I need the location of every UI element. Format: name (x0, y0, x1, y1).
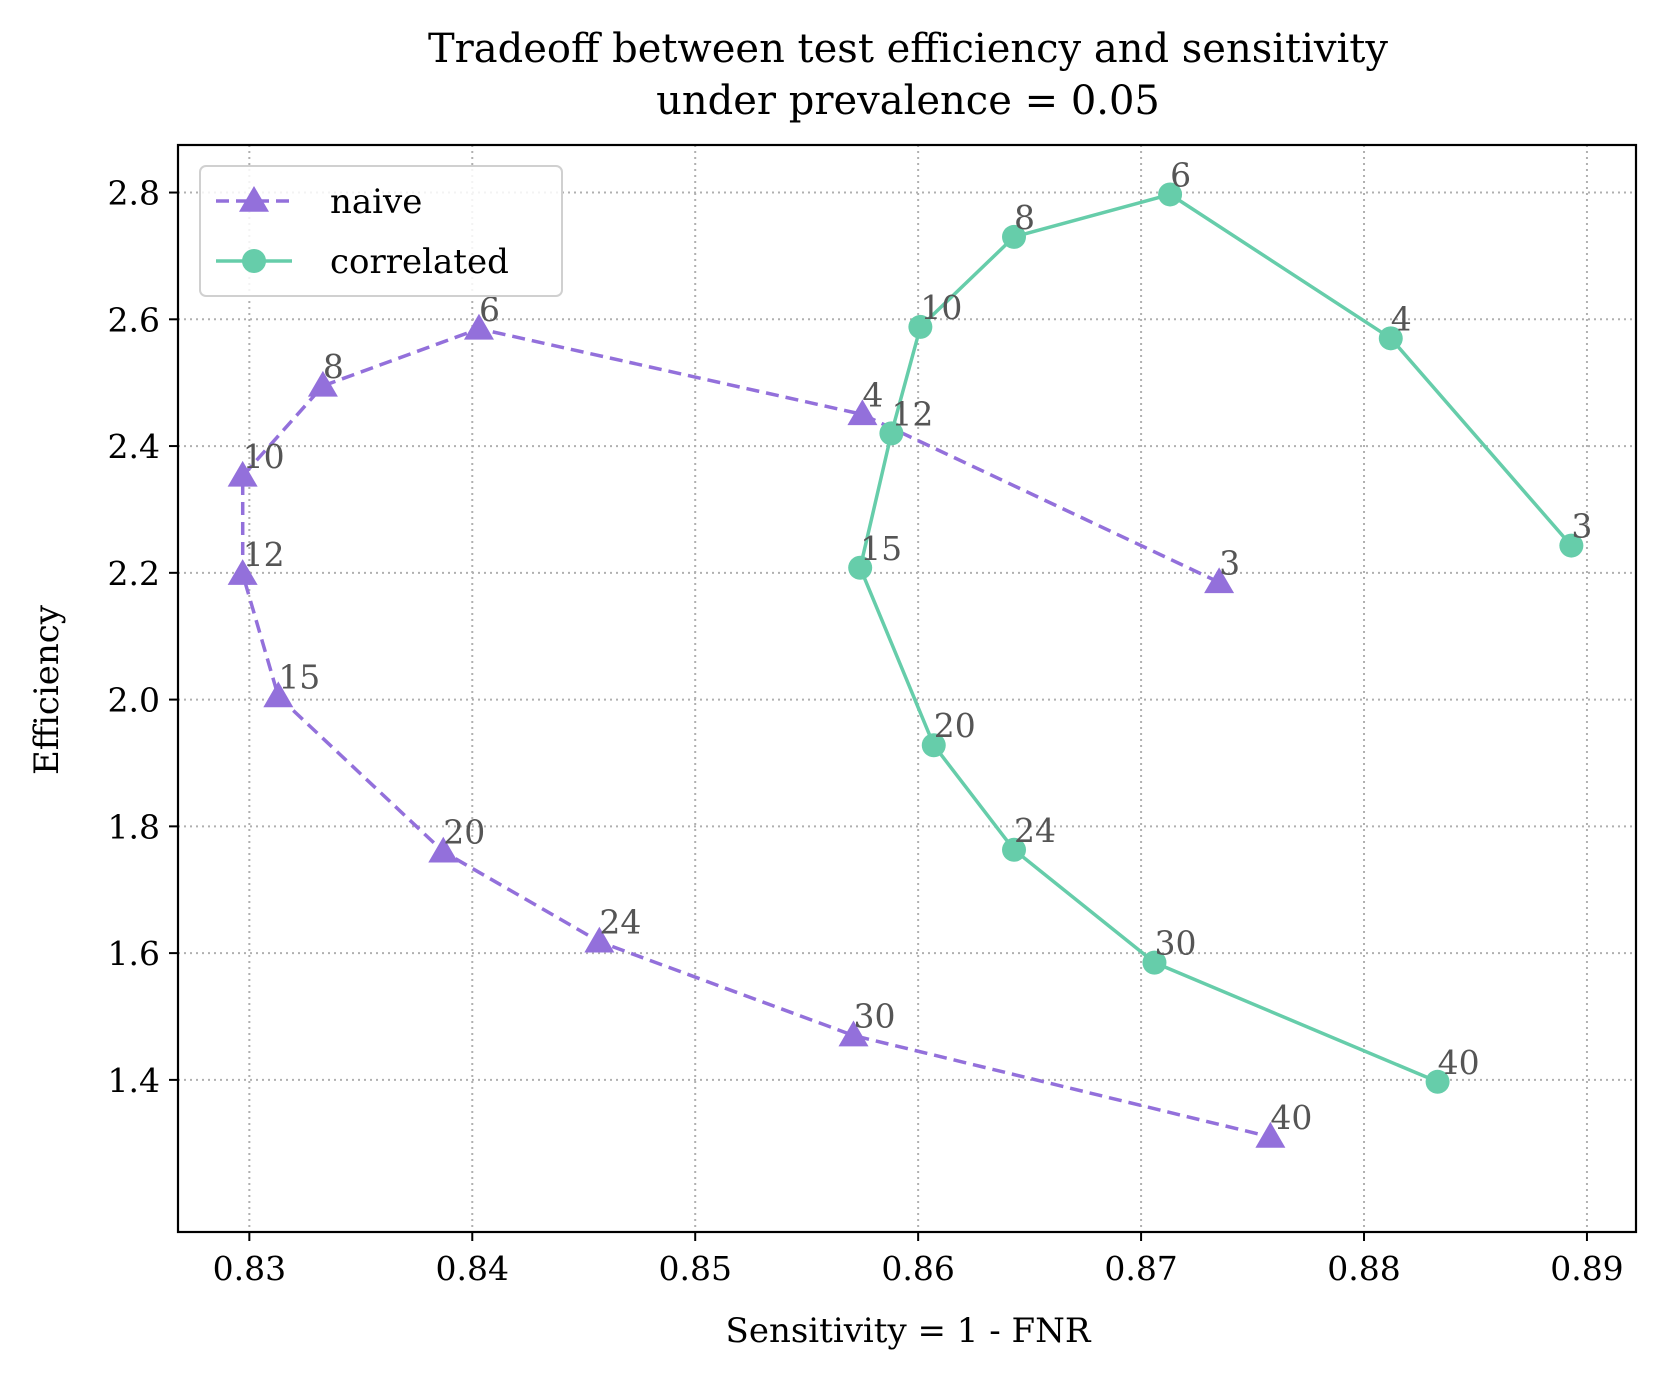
marker-naive-12 (227, 559, 258, 585)
point-label-correlated-4: 4 (1391, 299, 1412, 338)
legend-label-naive: naive (330, 182, 422, 222)
y-tick-label-4: 2.2 (108, 554, 160, 593)
marker-correlated-3 (1559, 533, 1584, 558)
marker-naive-24 (584, 926, 615, 953)
marker-correlated-40 (1425, 1069, 1450, 1094)
chart-title-line-1: Tradeoff between test efficiency and sen… (428, 26, 1388, 72)
marker-naive-40 (1255, 1121, 1286, 1148)
point-label-naive-10: 10 (243, 437, 285, 476)
chart-title-line-2: under prevalence = 0.05 (656, 78, 1160, 124)
point-label-correlated-40: 40 (1438, 1043, 1480, 1082)
grid (178, 145, 1636, 1232)
point-label-correlated-10: 10 (920, 288, 962, 327)
marker-naive-3 (1204, 567, 1235, 594)
chart-title: Tradeoff between test efficiency and sen… (428, 26, 1388, 124)
point-label-naive-8: 8 (323, 347, 344, 386)
point-label-naive-6: 6 (479, 290, 500, 329)
marker-correlated-6 (1158, 182, 1183, 207)
point-label-correlated-6: 6 (1170, 155, 1191, 194)
marker-naive-8 (307, 370, 338, 397)
marker-correlated-20 (921, 733, 946, 758)
point-label-correlated-12: 12 (891, 394, 933, 433)
x-tick-label-5: 0.88 (1327, 1249, 1400, 1288)
y-tick-label-5: 2.4 (108, 427, 160, 466)
y-axis-label: Efficiency (27, 604, 67, 775)
plot-frame (176, 143, 1638, 1234)
y-tick-label-0: 1.4 (108, 1061, 160, 1100)
x-axis-label: Sensitivity = 1 - FNR (726, 1311, 1092, 1351)
point-label-naive-24: 24 (599, 903, 641, 942)
x-tick-label-4: 0.87 (1104, 1249, 1177, 1288)
y-tick-label-1: 1.6 (108, 934, 160, 973)
series-naive: 3 4 6 8 10 12 15 20 24 30 40 (227, 290, 1312, 1148)
marker-correlated-4 (1378, 326, 1403, 351)
marker-naive-15 (263, 681, 294, 708)
marker-correlated-10 (908, 314, 933, 339)
marker-correlated-30 (1142, 950, 1167, 975)
marker-naive-30 (838, 1020, 869, 1047)
x-tick-label-3: 0.86 (881, 1249, 954, 1288)
y-tick-label-7: 2.8 (108, 174, 160, 213)
legend: naive correlated (199, 165, 563, 297)
marker-correlated-12 (879, 421, 904, 446)
plot-series: 3 4 6 8 10 12 15 20 24 30 40 3 4 6 8 10 12 15 20 24 30 40 (227, 155, 1592, 1148)
series-correlated: 3 4 6 8 10 12 15 20 24 30 40 (848, 155, 1592, 1094)
x-tick-label-2: 0.85 (658, 1249, 731, 1288)
legend-box (199, 165, 563, 297)
point-label-correlated-20: 20 (934, 706, 976, 745)
y-tick-label-6: 2.6 (108, 300, 160, 339)
marker-naive-20 (428, 836, 459, 863)
point-label-naive-20: 20 (443, 813, 485, 852)
y-tick-label-3: 2.0 (108, 681, 160, 720)
y-tick-label-2: 1.8 (108, 807, 160, 846)
legend-marker-naive (239, 186, 269, 212)
point-label-naive-12: 12 (243, 535, 285, 574)
x-tick-label-1: 0.84 (436, 1249, 509, 1288)
marker-correlated-8 (1002, 224, 1027, 249)
series-line-correlated (858, 192, 1573, 1084)
axes: 0.83 0.84 0.85 0.86 0.87 0.88 0.89 1.4 1.6 1.8 2.0… (108, 143, 1638, 1288)
series-line-naive (240, 327, 1271, 1139)
point-label-correlated-24: 24 (1014, 811, 1056, 850)
point-label-correlated-30: 30 (1154, 924, 1196, 963)
x-tick-label-6: 0.89 (1550, 1249, 1623, 1288)
point-label-correlated-15: 15 (860, 529, 902, 568)
legend-marker-correlated (242, 249, 266, 273)
point-label-correlated-3: 3 (1571, 507, 1592, 546)
point-label-naive-30: 30 (853, 997, 895, 1036)
marker-correlated-15 (848, 555, 873, 580)
point-label-naive-40: 40 (1270, 1098, 1312, 1137)
marker-correlated-24 (1002, 837, 1027, 862)
x-tick-label-0: 0.83 (213, 1249, 286, 1288)
point-label-correlated-8: 8 (1014, 198, 1035, 237)
point-label-naive-3: 3 (1219, 543, 1240, 582)
marker-naive-10 (227, 460, 258, 487)
marker-naive-4 (847, 399, 878, 426)
point-label-naive-15: 15 (278, 657, 320, 696)
point-label-naive-4: 4 (862, 375, 883, 414)
marker-naive-6 (463, 313, 494, 340)
legend-label-correlated: correlated (330, 242, 509, 282)
